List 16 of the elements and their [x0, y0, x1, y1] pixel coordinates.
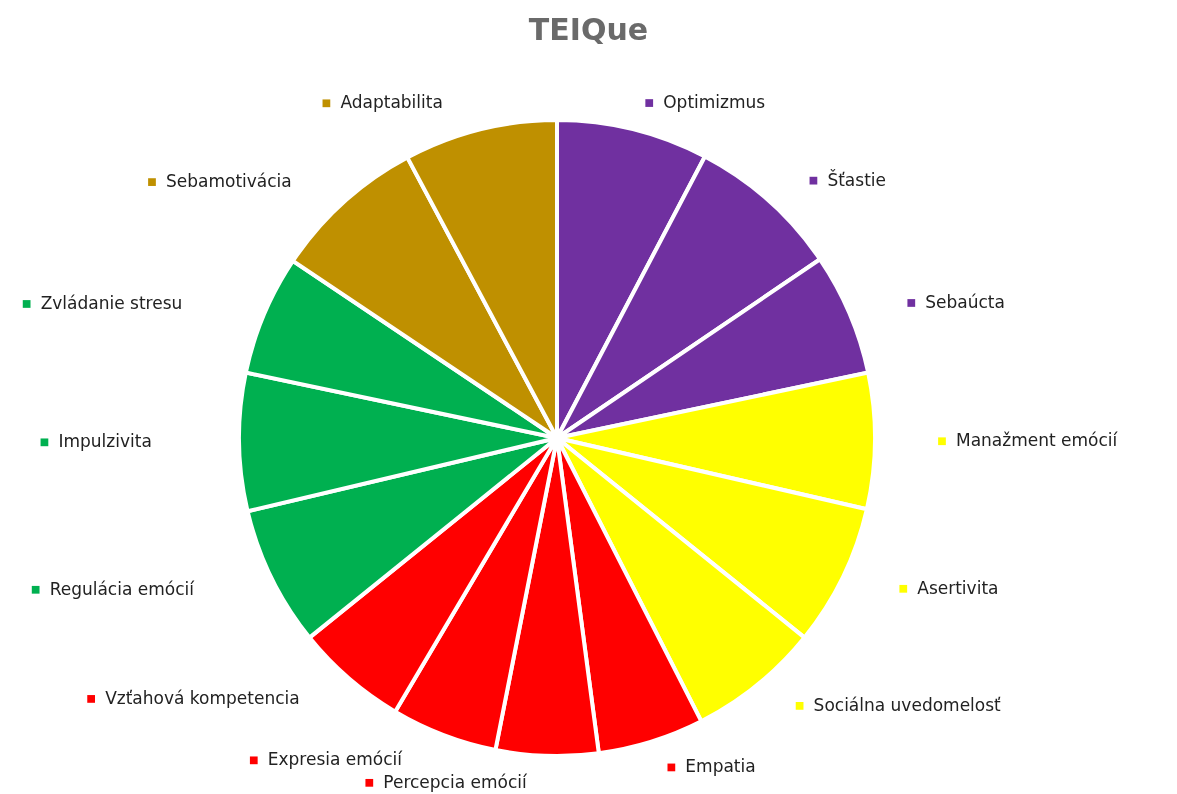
- chart-title: TEIQue: [528, 12, 649, 47]
- legend-label: Sebamotivácia: [165, 171, 292, 192]
- legend-label: Zvládanie stresu: [40, 292, 183, 313]
- legend-label: Sebaúcta: [925, 291, 1005, 312]
- legend-label: Regulácia emócií: [49, 578, 196, 599]
- legend-label: Impulzivita: [58, 431, 152, 452]
- legend-label: Percepcia emócií: [383, 771, 528, 792]
- legend-label: Empatia: [685, 756, 756, 777]
- legend-label: Sociálna uvedomelosť: [813, 694, 1002, 715]
- legend-label: Adaptabilita: [340, 92, 443, 113]
- legend-label: Optimizmus: [663, 92, 766, 113]
- legend-label: Asertivita: [917, 577, 999, 598]
- legend-label: Šťastie: [827, 168, 887, 190]
- legend-label: Vzťahová kompetencia: [105, 687, 300, 708]
- legend-label: Expresia emócií: [267, 749, 404, 770]
- legend-label: Manažment emócií: [955, 430, 1119, 451]
